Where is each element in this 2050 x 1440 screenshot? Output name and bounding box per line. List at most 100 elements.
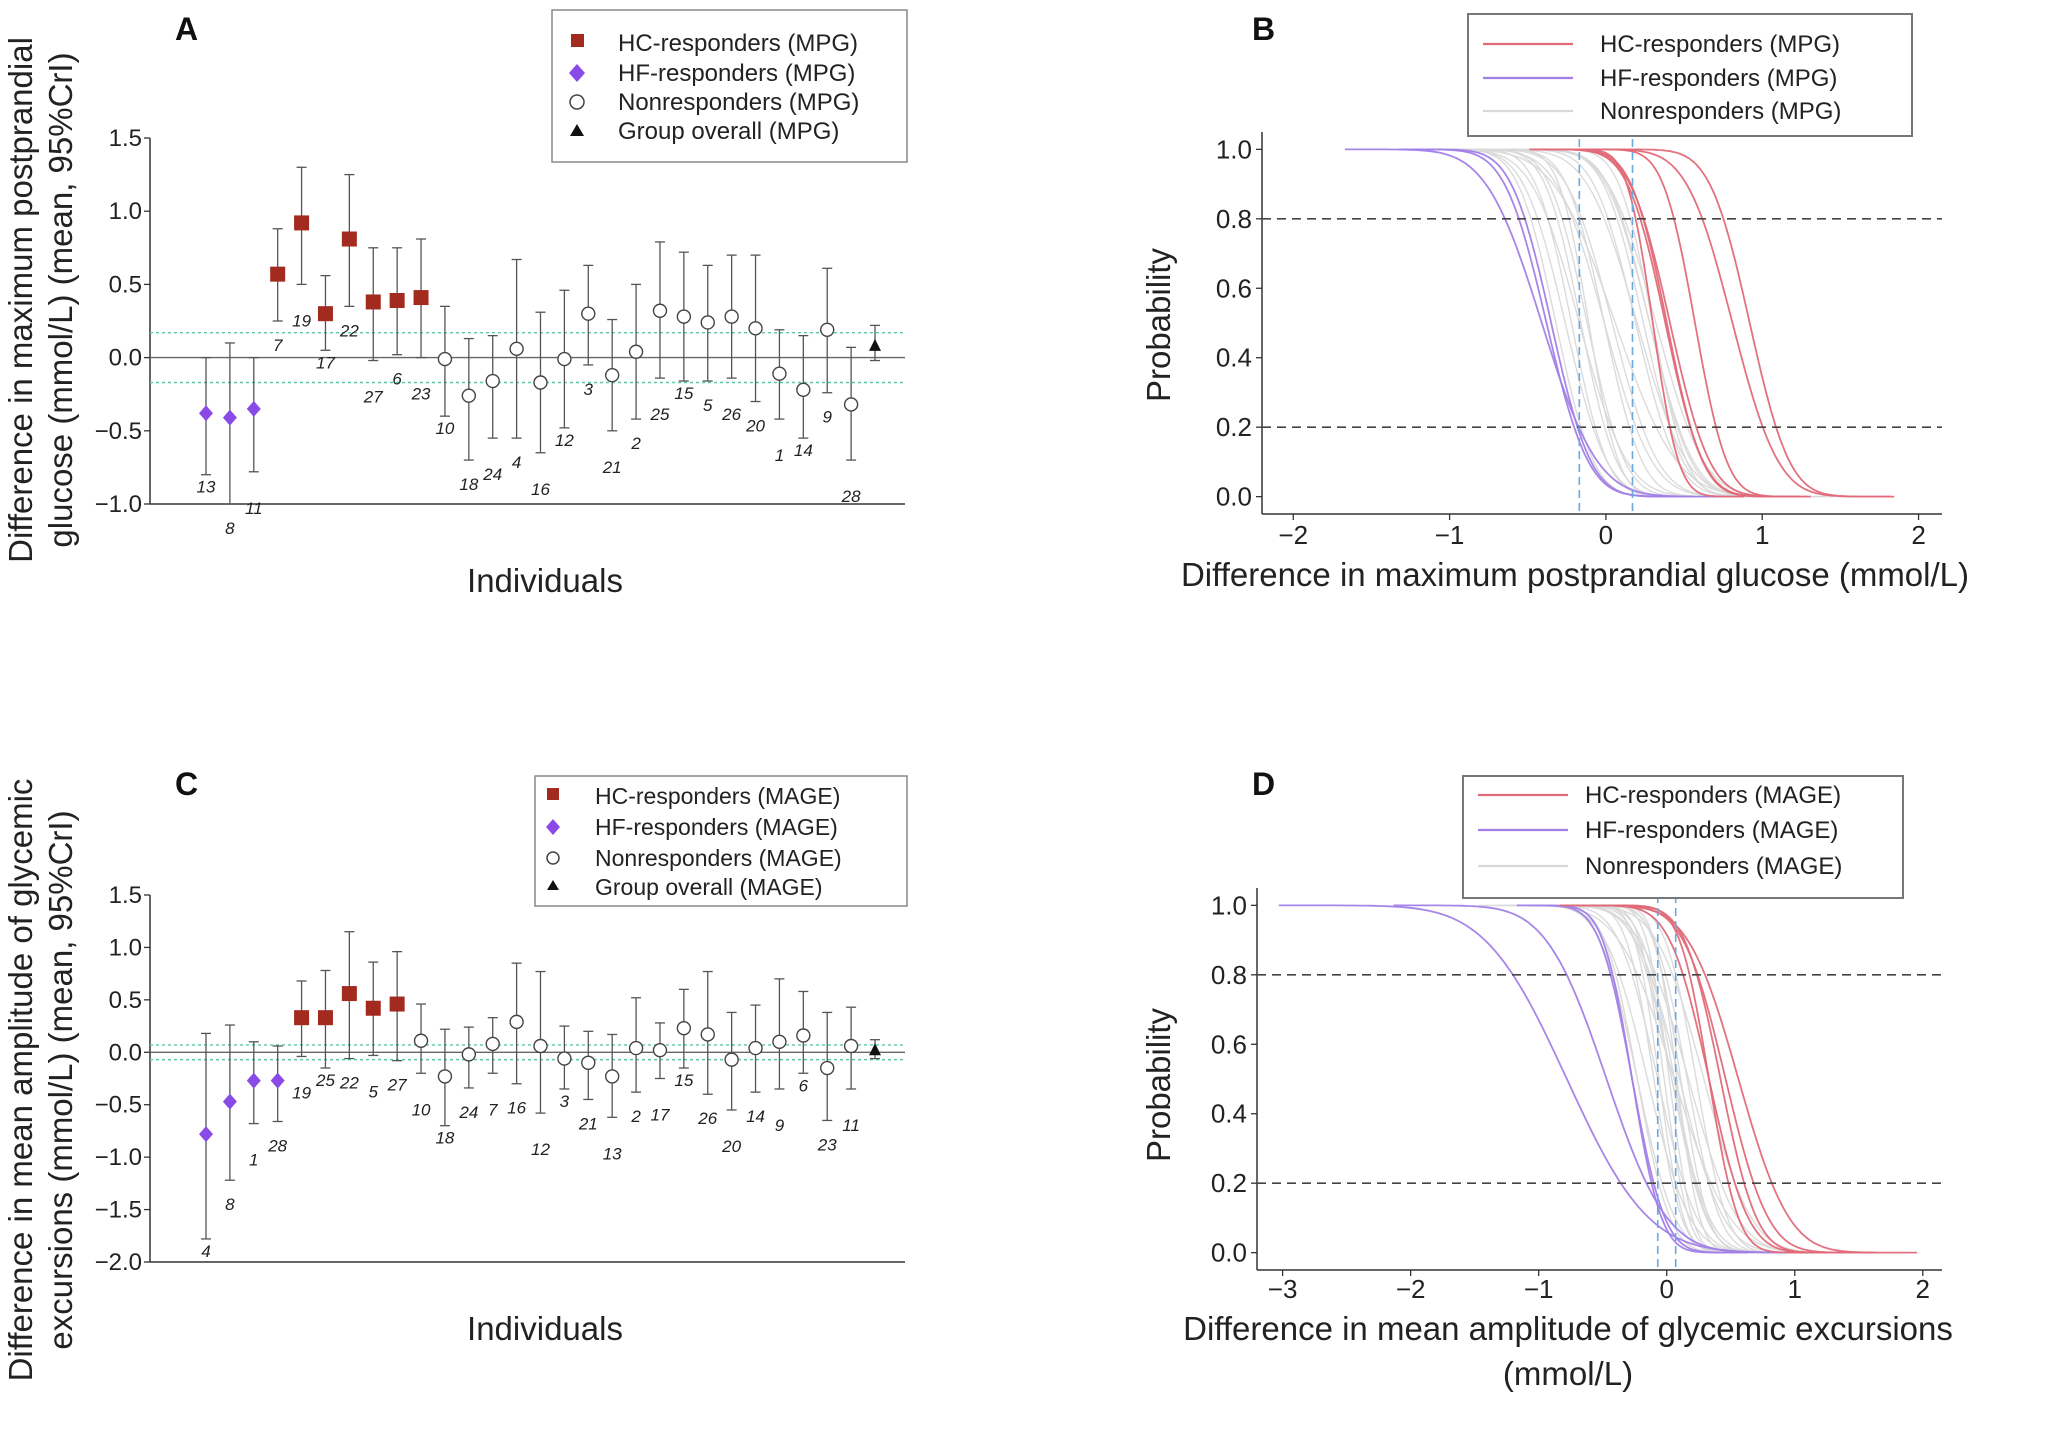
individual-id-label: 14 xyxy=(746,1107,765,1126)
y-tick-label: −0.5 xyxy=(95,1092,142,1119)
panel-c-ylabel-line1: Difference in mean amplitude of glycemic xyxy=(2,779,39,1382)
panel-label-a: A xyxy=(175,11,198,47)
nonresponder-marker xyxy=(509,341,524,357)
nonresponder-marker xyxy=(581,1055,596,1070)
legend-overall-label: Group overall (MAGE) xyxy=(595,874,823,900)
individual-id-label: 20 xyxy=(745,417,765,436)
nonresponder-marker xyxy=(437,1069,453,1084)
x-tick-label: 2 xyxy=(1916,1274,1930,1304)
y-tick-label: −1.0 xyxy=(95,491,142,518)
panel-d-xlabel-line1: Difference in mean amplitude of glycemic… xyxy=(1183,1310,1953,1347)
legend-hc-label: HC-responders (MAGE) xyxy=(1585,782,1841,809)
panel-label-b: B xyxy=(1252,11,1275,47)
legend-overall-triangle-marker xyxy=(570,124,584,136)
individual-id-label: 19 xyxy=(292,311,311,330)
individual-id-label: 1 xyxy=(249,1151,258,1170)
panel-c-legend: HC-responders (MAGE) HF-responders (MAGE… xyxy=(534,775,908,907)
x-tick-label: 1 xyxy=(1788,1274,1802,1304)
hc-responder-curve xyxy=(1575,904,1876,1254)
nonresponder-marker xyxy=(557,1051,572,1066)
hc-responder-marker xyxy=(294,215,310,231)
individual-id-label: 22 xyxy=(339,321,359,340)
nonresponder-marker xyxy=(628,1040,644,1056)
y-tick-label: 0.5 xyxy=(109,987,142,1014)
legend-hf-label: HF-responders (MAGE) xyxy=(595,814,838,840)
individual-id-label: 12 xyxy=(531,1140,550,1159)
hf-responder-marker xyxy=(199,1126,213,1143)
x-tick-label: −2 xyxy=(1396,1274,1426,1304)
individual-id-label: 18 xyxy=(435,1129,454,1148)
individual-id-label: 19 xyxy=(292,1083,311,1102)
individual-id-label: 3 xyxy=(584,380,594,399)
x-tick-label: 0 xyxy=(1659,1274,1673,1304)
hf-responder-curve xyxy=(1278,904,1855,1254)
individual-id-label: 26 xyxy=(697,1109,717,1128)
y-tick-label: 0.8 xyxy=(1211,960,1247,990)
legend-non-circle-marker xyxy=(546,851,560,865)
y-tick-label: 1.0 xyxy=(1216,134,1252,164)
nonresponder-marker xyxy=(724,309,739,324)
individual-id-label: 18 xyxy=(459,475,478,494)
individual-id-label: 2 xyxy=(630,1107,641,1126)
nonresponder-marker xyxy=(533,1038,548,1054)
nonresponder-marker xyxy=(604,1069,620,1084)
nonresponder-marker xyxy=(437,351,453,367)
individual-id-label: 28 xyxy=(267,1136,287,1155)
hc-responder-marker xyxy=(294,1010,310,1026)
individual-id-label: 23 xyxy=(817,1135,837,1154)
panel-label-c: C xyxy=(175,766,198,802)
legend-overall-triangle-marker xyxy=(547,880,559,890)
nonresponder-marker xyxy=(772,1034,787,1050)
individual-id-label: 20 xyxy=(721,1137,741,1156)
nonresponder-marker xyxy=(748,1040,763,1056)
individual-id-label: 12 xyxy=(555,431,574,450)
nonresponder-marker xyxy=(820,1060,835,1076)
y-tick-label: 0.6 xyxy=(1211,1029,1247,1059)
individual-id-label: 4 xyxy=(512,453,521,472)
hc-responder-marker xyxy=(413,290,429,306)
nonresponder-curve xyxy=(1556,904,1752,1254)
individual-id-label: 15 xyxy=(674,1071,693,1090)
panel-d-legend: HC-responders (MAGE) HF-responders (MAGE… xyxy=(1462,775,1904,899)
individual-id-label: 1 xyxy=(775,446,784,465)
individual-id-label: 11 xyxy=(245,499,263,518)
nonresponder-marker xyxy=(843,1038,859,1054)
individual-id-label: 6 xyxy=(799,1076,809,1095)
group-overall-marker xyxy=(869,1043,881,1056)
y-tick-label: 0.5 xyxy=(109,271,142,298)
nonresponder-curve xyxy=(1559,904,1790,1254)
hc-responder-marker xyxy=(341,986,357,1002)
legend-overall-label: Group overall (MPG) xyxy=(618,118,839,145)
nonresponder-marker xyxy=(604,367,620,383)
individual-id-label: 3 xyxy=(560,1092,570,1111)
x-tick-label: 0 xyxy=(1599,520,1613,550)
hf-responder-marker xyxy=(270,1072,285,1089)
nonresponder-curve xyxy=(1483,148,1695,498)
x-tick-label: −1 xyxy=(1524,1274,1554,1304)
legend-hc-square-marker xyxy=(547,788,559,800)
x-tick-label: −2 xyxy=(1278,520,1308,550)
panel-d-xlabel-line2: (mmol/L) xyxy=(1503,1355,1633,1392)
nonresponder-marker xyxy=(676,309,692,324)
hf-responder-curve xyxy=(1393,904,1820,1254)
panel-a-legend: HC-responders (MPG) HF-responders (MPG) … xyxy=(551,9,908,163)
legend-hf-label: HF-responders (MPG) xyxy=(1600,65,1837,92)
panel-a-plot: 1.51.00.50.0−0.5−1.013811719172227623101… xyxy=(95,125,905,538)
legend-hf-diamond-marker xyxy=(569,64,585,82)
individual-id-label: 13 xyxy=(197,478,216,497)
panel-label-d: D xyxy=(1252,766,1275,802)
individual-id-label: 27 xyxy=(387,1076,407,1095)
individual-id-label: 24 xyxy=(458,1103,478,1122)
individual-id-label: 5 xyxy=(703,396,713,415)
y-tick-label: 0.4 xyxy=(1211,1099,1247,1129)
individual-id-label: 28 xyxy=(841,487,861,506)
panel-a-ylabel-line1: Difference in maximum postprandial xyxy=(2,37,39,563)
legend-hc-label: HC-responders (MAGE) xyxy=(595,783,840,809)
hf-responder-marker xyxy=(222,409,237,426)
nonresponder-curve xyxy=(1444,148,1699,498)
hc-responder-marker xyxy=(389,293,405,309)
individual-id-label: 8 xyxy=(225,1195,235,1214)
legend-hc-label: HC-responders (MPG) xyxy=(1600,31,1840,58)
nonresponder-marker xyxy=(628,344,644,359)
